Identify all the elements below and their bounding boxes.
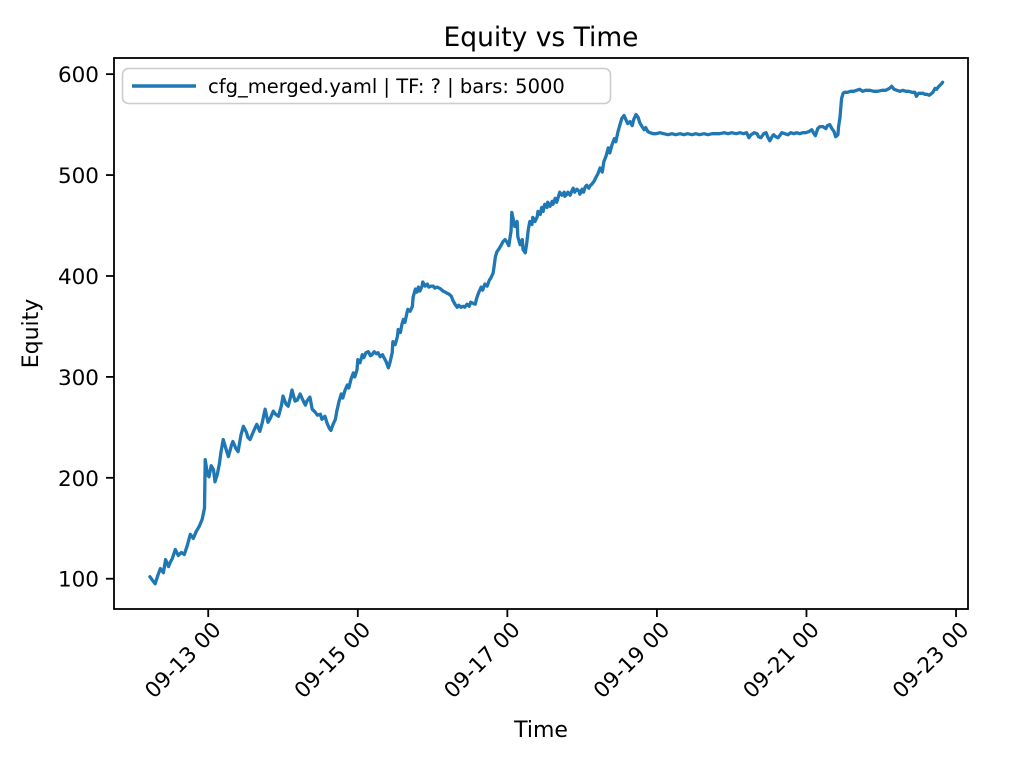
y-axis-label: Equity	[19, 299, 44, 369]
x-tick-label: 09-15 00	[290, 618, 376, 704]
x-tick-label: 09-19 00	[589, 618, 675, 704]
plot-border	[113, 57, 969, 610]
y-tick-label: 400	[58, 265, 99, 290]
x-tick-label: 09-21 00	[739, 618, 825, 704]
y-tick-label: 300	[58, 366, 99, 391]
legend-label: cfg_merged.yaml | TF: ? | bars: 5000	[208, 75, 565, 98]
chart-title: Equity vs Time	[444, 22, 639, 53]
x-tick-label: 09-17 00	[440, 618, 526, 704]
y-tick-label: 200	[58, 467, 99, 492]
x-axis-label: Time	[513, 718, 568, 743]
equity-line-series	[148, 80, 945, 586]
legend-box	[121, 67, 612, 105]
y-tick-label: 100	[58, 568, 99, 593]
y-tick-label: 500	[58, 164, 99, 189]
y-tick-label: 600	[58, 63, 99, 88]
x-tick-label: 09-13 00	[140, 618, 226, 704]
x-tick-label: 09-23 00	[888, 618, 974, 704]
